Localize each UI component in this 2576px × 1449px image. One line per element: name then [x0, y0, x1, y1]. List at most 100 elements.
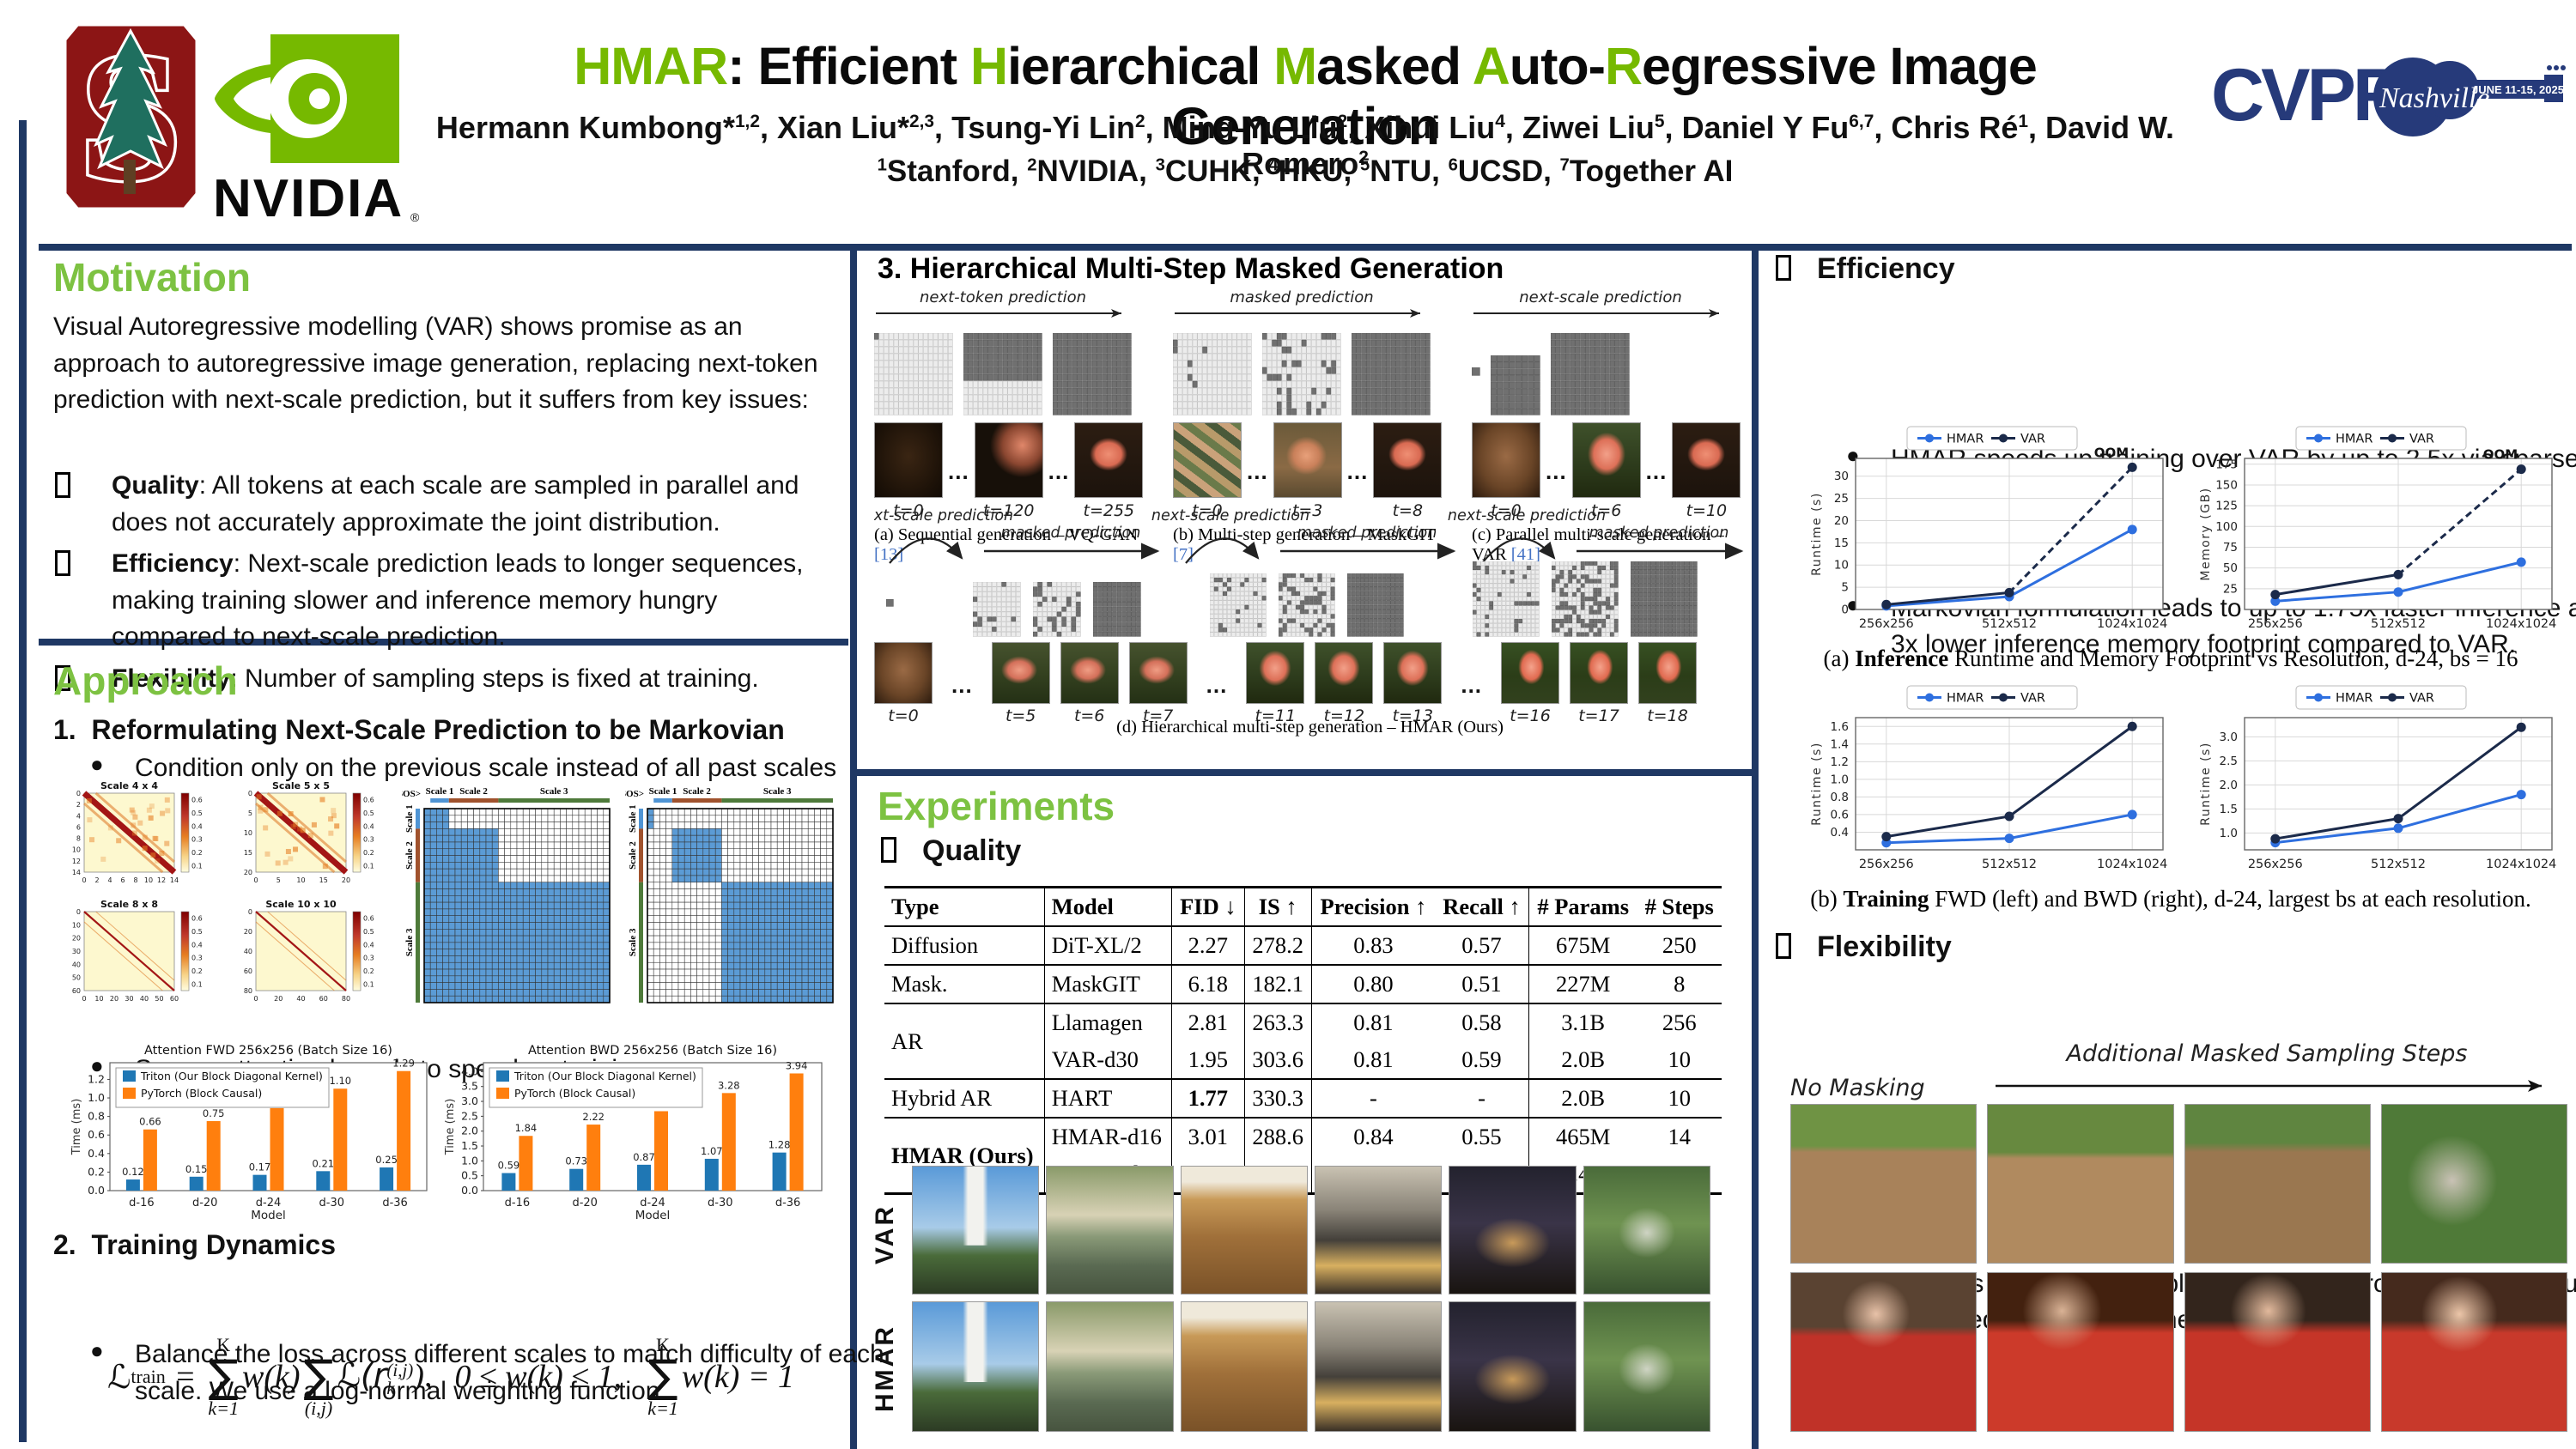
results-table: Type Model FID ↓ IS ↑ Precision ↑ Recall ↑ # P…	[884, 886, 1722, 1195]
svg-text:40: 40	[140, 995, 149, 1003]
svg-text:10: 10	[296, 876, 305, 884]
title-segment: : Efficient	[727, 37, 971, 95]
svg-text:Scale 3: Scale 3	[404, 928, 415, 956]
svg-text:20: 20	[274, 995, 283, 1003]
ellipsis: ...	[948, 458, 969, 484]
chart-attention-bwd: 0.0 0.5 1.0 1.5 2.0 2.5 3.0 3.5 4.0 0.59 0.73 0.87 1…	[442, 1040, 829, 1228]
timestep-label: t=0	[888, 706, 919, 725]
list-item: Flexibility: Number of sampling steps is…	[53, 661, 839, 698]
sample-image-mirror	[1314, 1301, 1443, 1432]
svg-text:20: 20	[244, 869, 252, 876]
svg-text:0.1: 0.1	[363, 980, 374, 988]
svg-text:0.0: 0.0	[88, 1184, 105, 1197]
token-grid	[1279, 573, 1335, 637]
svg-text:d-16: d-16	[505, 1197, 531, 1210]
svg-text:20: 20	[244, 928, 252, 936]
no-masking-label: No Masking	[1790, 1075, 1925, 1101]
svg-text:Scale 2: Scale 2	[683, 786, 711, 797]
svg-text:0.17: 0.17	[249, 1161, 271, 1173]
svg-text:0.15: 0.15	[185, 1163, 208, 1175]
svg-text:0.5: 0.5	[191, 928, 203, 936]
svg-text:0.25: 0.25	[375, 1154, 398, 1166]
chart-inference-memory: 25 50 75 100 125 150 175 256x256 512x512 1024x102…	[2196, 424, 2566, 640]
token-grid	[1352, 333, 1431, 415]
ellipsis: ...	[1206, 671, 1228, 698]
title-segment: uto-	[1509, 37, 1606, 95]
affiliation: 6UCSD,	[1448, 155, 1560, 188]
generated-image	[874, 422, 943, 498]
svg-text:3.0: 3.0	[461, 1094, 478, 1107]
sample-image-mirror	[1314, 1166, 1443, 1294]
svg-text:Scale 2: Scale 2	[459, 786, 488, 797]
svg-text:14: 14	[170, 876, 179, 884]
svg-text:80: 80	[342, 995, 350, 1003]
generation-panel: next-token prediction t=0... t=120... t=…	[874, 288, 1149, 565]
svg-text:Scale 4 x 4: Scale 4 x 4	[100, 780, 158, 791]
sample-image-boathouse	[1046, 1166, 1174, 1294]
ellipsis: ...	[1346, 458, 1369, 484]
table-cell: 0.58	[1461, 1009, 1502, 1035]
token-grid	[885, 598, 894, 607]
svg-text:Attention BWD 256x256 (Batch S: Attention BWD 256x256 (Batch Size 16)	[528, 1044, 777, 1058]
svg-text:d-16: d-16	[129, 1197, 155, 1210]
svg-text:Scale 1: Scale 1	[426, 786, 454, 797]
svg-text:0.75: 0.75	[203, 1107, 225, 1119]
person-image	[1987, 1272, 2174, 1432]
svg-text:0.4: 0.4	[191, 822, 203, 830]
header-divider	[39, 244, 2572, 251]
hmar-step-image	[1060, 642, 1119, 704]
svg-text:0.1: 0.1	[191, 980, 203, 988]
timestep-label: t=8	[1392, 501, 1424, 520]
svg-text:masked prediction: masked prediction	[1589, 524, 1729, 542]
table-cell: DiT-XL/2	[1043, 926, 1172, 965]
bullet-dot-icon: ●	[90, 1052, 104, 1078]
ellipsis: ...	[1546, 458, 1567, 484]
hmar-step-image	[1570, 642, 1629, 704]
missing-glyph-icon	[55, 472, 70, 498]
list-item: Efficiency: Next-scale prediction leads …	[53, 546, 839, 656]
training-caption: (b) Training FWD (left) and BWD (right),…	[1810, 886, 2531, 912]
affiliation: 7Together AI	[1559, 155, 1734, 188]
masked-steps-label: Additional Masked Sampling Steps	[2066, 1040, 2468, 1067]
svg-text:15: 15	[319, 876, 328, 884]
table-cell: 227M	[1528, 965, 1637, 1003]
panel-d-caption: (d) Hierarchical multi-step generation –…	[1116, 718, 1504, 737]
generation-panel: next-scale prediction t=0... t=6... t=10…	[1471, 288, 1747, 565]
table-row: AR Llamagen 2.81 263.3 0.81 0.58 3.1B 256	[884, 1003, 1722, 1054]
svg-text:Scale 8 x 8: Scale 8 x 8	[100, 899, 158, 910]
svg-text:0.4: 0.4	[363, 822, 374, 830]
svg-text:PyTorch (Block Causal): PyTorch (Block Causal)	[514, 1087, 635, 1100]
timestep-label: t=13	[1392, 706, 1434, 725]
stanford-tree-icon	[94, 27, 167, 194]
sample-image-church	[1449, 1301, 1577, 1432]
author: David W. Romero2	[1242, 110, 2175, 181]
svg-text:Time (ms): Time (ms)	[444, 1099, 457, 1156]
svg-text:10: 10	[72, 921, 81, 929]
svg-text:0.1: 0.1	[363, 862, 374, 870]
svg-text:0.1: 0.1	[191, 862, 203, 870]
svg-text:Triton (Our Block Diagonal Ker: Triton (Our Block Diagonal Kernel)	[513, 1070, 696, 1082]
attention-mask-var: <SOS> Scale 1 Scale 2 Scale 3 Scale 1 Scale 2…	[392, 779, 620, 1009]
person-sample-images	[1790, 1272, 2567, 1432]
svg-text:masked prediction: masked prediction	[1297, 524, 1437, 542]
panel-caption: (a) Sequential generation – VQ-GAN [13]	[874, 525, 1139, 564]
svg-text:30: 30	[125, 995, 133, 1003]
cvpr-dates: JUNE 11-15, 2025	[2472, 83, 2564, 96]
svg-text:6: 6	[76, 823, 81, 831]
hmar-step-image	[1638, 642, 1698, 704]
svg-text:1.10: 1.10	[329, 1075, 351, 1087]
svg-text:0: 0	[248, 908, 252, 916]
sample-image-chest	[1180, 1301, 1308, 1432]
svg-text:12: 12	[72, 858, 81, 865]
timestep-label: t=0	[1491, 501, 1522, 520]
table-cell: 263.3	[1243, 1003, 1312, 1041]
table-cell: HMAR-d16	[1043, 1118, 1172, 1155]
motivation-approach-divider	[39, 639, 848, 646]
svg-text:Scale 2: Scale 2	[404, 841, 415, 870]
svg-text:Scale 1: Scale 1	[649, 786, 677, 797]
timestep-label: t=255	[1083, 501, 1135, 520]
column-divider-right	[1752, 251, 1759, 1449]
